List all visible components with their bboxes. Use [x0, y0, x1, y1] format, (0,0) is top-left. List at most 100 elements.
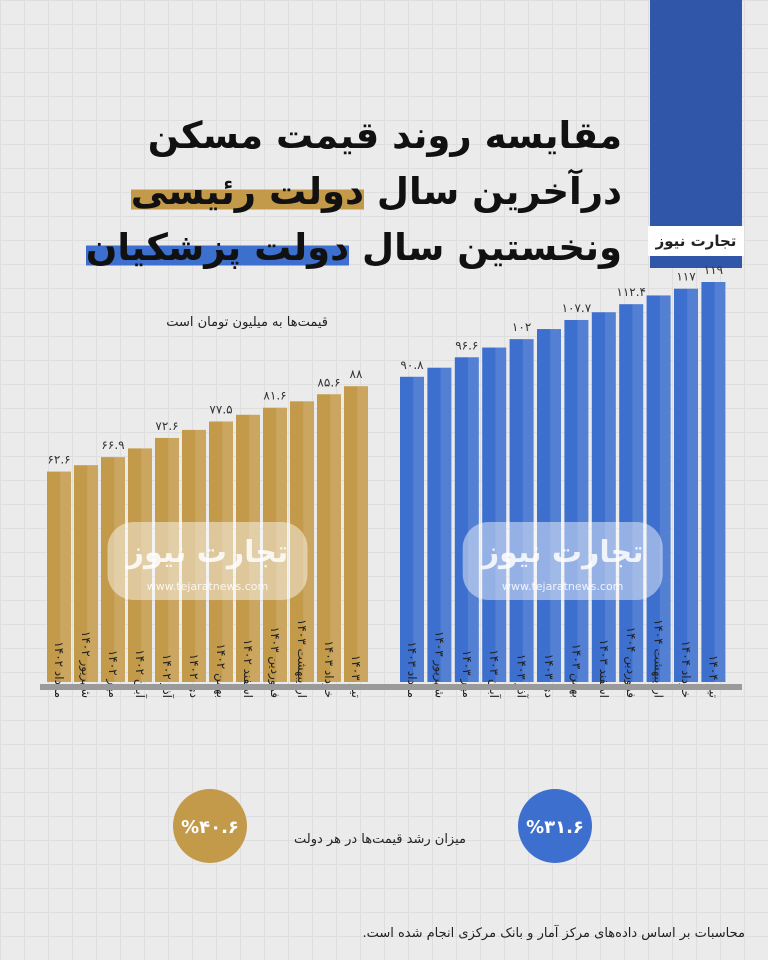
value-label: ۱۰۷.۷ — [562, 301, 592, 315]
category-label: آبان ۱۴۰۲ — [133, 649, 148, 698]
watermark-site: www.tejaratnews.com — [502, 580, 623, 593]
category-label: دی ۱۴۰۲ — [187, 654, 201, 698]
category-label: مهر ۱۴۰۳ — [459, 650, 474, 698]
baseline — [40, 684, 742, 690]
title-line: درآخرین سال دولت رئیسی — [86, 164, 622, 220]
bar — [155, 437, 179, 682]
category-label: تیر ۱۴۰۴ — [705, 655, 720, 698]
bar — [619, 304, 644, 682]
bar — [236, 414, 260, 682]
bar-shade — [632, 304, 644, 682]
category-label: فروردین ۱۴۰۳ — [267, 627, 282, 698]
category-label: مرداد ۱۴۰۳ — [404, 641, 419, 698]
bar-shade — [687, 288, 698, 682]
category-label: شهریور ۱۴۰۲ — [78, 631, 93, 698]
value-label: ۶۶.۹ — [101, 438, 124, 452]
category-label: آذر ۱۴۰۳ — [514, 654, 530, 699]
logo: تجارت نیوز — [648, 226, 744, 256]
bar — [101, 457, 125, 682]
bar — [646, 295, 671, 682]
value-label: ۶۲.۶ — [47, 453, 70, 467]
bar — [509, 339, 534, 682]
watermark-box — [107, 522, 308, 600]
bar — [344, 386, 368, 682]
bar — [537, 329, 561, 682]
bar — [74, 465, 98, 682]
bar-shade — [495, 347, 507, 682]
bar-shade — [550, 329, 561, 682]
category-label: تیر ۱۴۰۳ — [348, 655, 363, 698]
bar-shade — [141, 448, 152, 682]
watermark: تجارت نیوز — [480, 535, 644, 570]
bar — [400, 376, 424, 682]
bar-shade — [522, 339, 534, 682]
bar — [317, 394, 341, 682]
bar — [454, 357, 479, 682]
value-label: ۹۶.۶ — [455, 338, 478, 352]
bar-shade — [659, 295, 671, 682]
category-label: اسفند ۱۴۰۳ — [597, 639, 611, 698]
category-label: فروردین ۱۴۰۴ — [623, 627, 638, 698]
growth-value: %۴۰.۶ — [181, 817, 239, 838]
growth-caption: میزان رشد قیمت‌ها در هر دولت — [294, 832, 466, 847]
category-label: آذر ۱۴۰۲ — [159, 654, 175, 699]
value-label: ۸۱.۶ — [263, 389, 286, 403]
value-label: ۱۱۲.۴ — [616, 285, 646, 299]
bar-shade — [222, 421, 233, 682]
title-line: ونخستین سال دولت پزشکیان — [85, 220, 622, 276]
value-label: ۷۲.۶ — [155, 419, 178, 433]
watermark-site: www.tejaratnews.com — [147, 580, 268, 593]
bar — [427, 367, 452, 682]
title-part: ونخستین سال — [362, 226, 622, 269]
category-label: مهر ۱۴۰۲ — [105, 650, 120, 698]
value-label: ۱۱۷ — [676, 270, 696, 284]
bar-shade — [303, 401, 314, 682]
growth-badge — [518, 789, 592, 863]
category-label: اردیبهشت ۱۴۰۳ — [294, 619, 309, 698]
bar-shade — [714, 282, 726, 682]
bar — [128, 448, 152, 682]
value-label: ۸۸ — [350, 367, 363, 381]
growth-value: %۳۱.۶ — [526, 817, 584, 838]
category-label: دی ۱۴۰۳ — [542, 654, 556, 698]
value-label: ۸۵.۶ — [317, 375, 340, 389]
bar-shade — [605, 312, 616, 682]
bar-shade — [60, 471, 71, 682]
bar — [701, 282, 726, 682]
bar — [591, 312, 616, 682]
bar-shade — [249, 414, 260, 682]
title-highlight: دولت پزشکیان — [85, 226, 350, 269]
category-label: آبان ۱۴۰۳ — [487, 649, 502, 698]
bar — [47, 471, 71, 682]
category-label: مرداد ۱۴۰۲ — [51, 641, 66, 698]
category-label: خرداد ۱۴۰۴ — [678, 640, 693, 698]
title-line: مقایسه روند قیمت مسکن — [147, 114, 622, 157]
title-part: درآخرین سال — [376, 170, 622, 213]
bar — [182, 429, 206, 682]
bar-shade — [114, 457, 125, 682]
bar-shade — [87, 465, 98, 682]
bar-shade — [440, 367, 452, 682]
category-label: اسفند ۱۴۰۲ — [241, 639, 255, 698]
value-label: ۷۷.۵ — [209, 402, 232, 416]
bar — [263, 407, 287, 682]
bar-shade — [468, 357, 479, 682]
watermark-box — [462, 522, 663, 600]
bar — [674, 288, 698, 682]
brand-strip — [650, 0, 742, 268]
category-label: خرداد ۱۴۰۳ — [321, 640, 336, 698]
bar — [209, 421, 233, 682]
bar-shade — [276, 407, 287, 682]
category-label: اردیبهشت ۱۴۰۴ — [651, 619, 666, 698]
bar-shade — [413, 376, 424, 682]
bar — [482, 347, 507, 682]
title-highlight: دولت رئیسی — [130, 170, 364, 213]
bar-shade — [357, 386, 368, 682]
footer: محاسبات بر اساس داده‌های مرکز آمار و بان… — [362, 924, 745, 941]
bar — [290, 401, 314, 682]
bar — [564, 319, 589, 682]
bar-shade — [195, 429, 206, 682]
value-label: ۱۰۲ — [512, 320, 531, 334]
